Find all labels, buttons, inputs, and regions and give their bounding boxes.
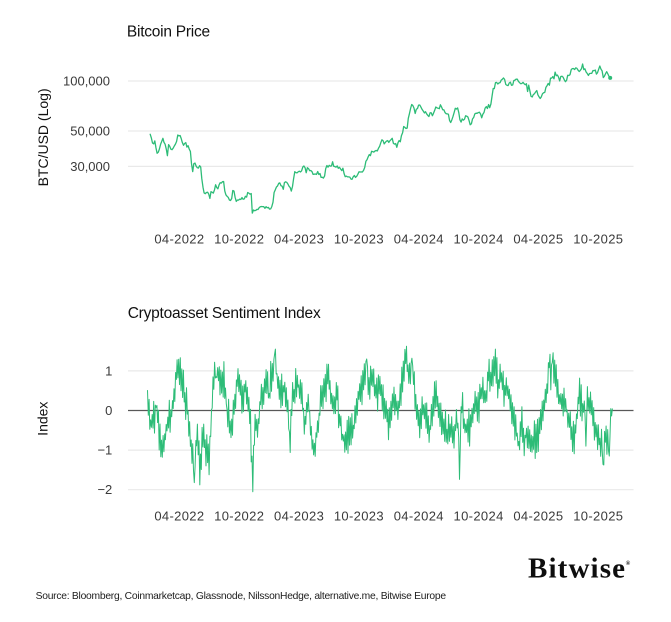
svg-text:−1: −1 [97, 443, 112, 458]
svg-text:Index: Index [35, 402, 51, 436]
svg-text:Cryptoasset Sentiment Index: Cryptoasset Sentiment Index [128, 305, 321, 322]
svg-text:1: 1 [105, 363, 112, 378]
svg-text:10-2025: 10-2025 [573, 509, 623, 524]
svg-text:Source: Bloomberg, Coinmarketc: Source: Bloomberg, Coinmarketcap, Glassn… [36, 591, 447, 602]
svg-text:0: 0 [105, 403, 112, 418]
svg-text:04-2024: 04-2024 [394, 509, 444, 524]
svg-text:10-2024: 10-2024 [454, 232, 504, 247]
svg-text:Bitcoin Price: Bitcoin Price [127, 24, 210, 41]
svg-text:Bitwise: Bitwise [528, 553, 625, 585]
svg-text:10-2024: 10-2024 [454, 509, 504, 524]
svg-text:04-2022: 04-2022 [154, 509, 204, 524]
svg-text:04-2023: 04-2023 [274, 509, 324, 524]
svg-text:04-2025: 04-2025 [513, 509, 563, 524]
svg-text:10-2023: 10-2023 [334, 509, 384, 524]
svg-text:−2: −2 [97, 482, 112, 497]
svg-text:10-2025: 10-2025 [573, 232, 623, 247]
svg-text:04-2022: 04-2022 [154, 232, 204, 247]
svg-text:50,000: 50,000 [70, 124, 110, 139]
svg-text:BTC/USD (Log): BTC/USD (Log) [35, 88, 51, 186]
svg-text:100,000: 100,000 [63, 74, 110, 89]
svg-text:04-2025: 04-2025 [513, 232, 563, 247]
svg-text:04-2024: 04-2024 [394, 232, 444, 247]
svg-text:04-2023: 04-2023 [274, 232, 324, 247]
svg-text:®: ® [626, 560, 631, 567]
svg-text:10-2022: 10-2022 [214, 509, 264, 524]
svg-text:10-2023: 10-2023 [334, 232, 384, 247]
svg-text:10-2022: 10-2022 [214, 232, 264, 247]
svg-text:30,000: 30,000 [70, 159, 110, 174]
